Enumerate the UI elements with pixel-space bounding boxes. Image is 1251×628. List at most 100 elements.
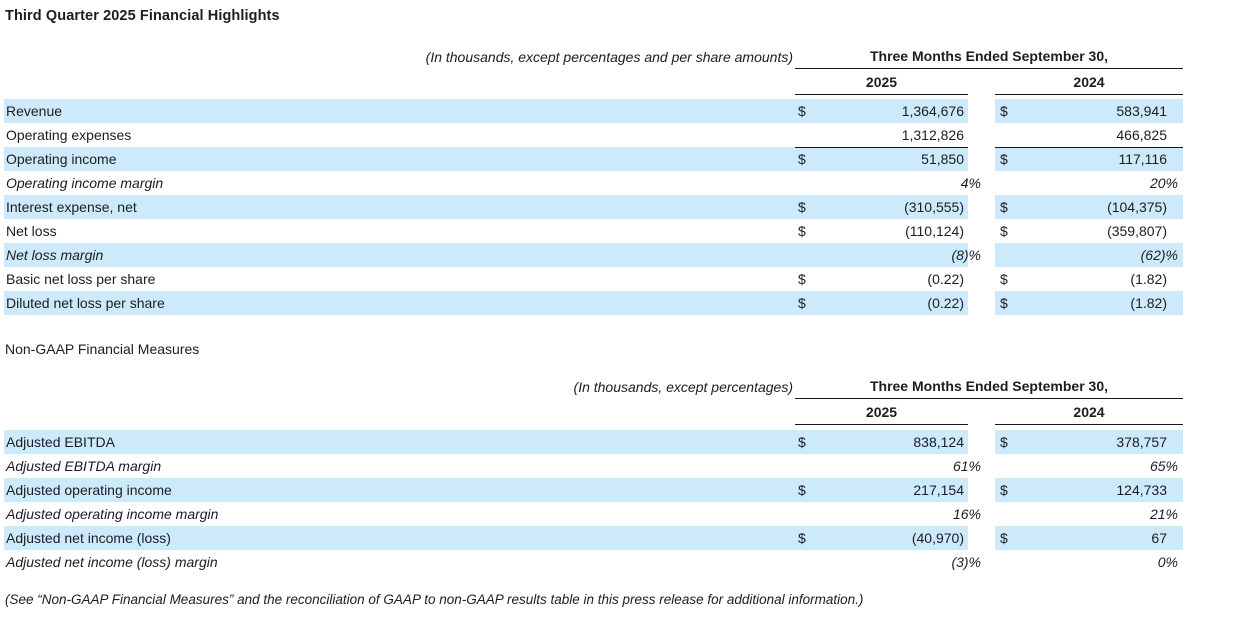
row-label: Adjusted net income (loss) [4, 526, 795, 550]
year-column-2025: 2025 [795, 404, 968, 425]
currency-symbol-2024: $ [1000, 482, 1008, 498]
page-title: Third Quarter 2025 Financial Highlights [5, 8, 280, 24]
value-2025: (310,555) [904, 199, 964, 215]
table-row: Interest expense, net $ (310,555) $ (104… [4, 195, 1183, 219]
year-column-2024: 2024 [995, 404, 1183, 425]
row-label: Interest expense, net [4, 195, 795, 219]
table-row: Adjusted net income (loss) margin (3)% 0… [4, 550, 1183, 574]
non-gaap-table: (In thousands, except percentages) Three… [4, 372, 1183, 574]
non-gaap-footnote: (See “Non-GAAP Financial Measures” and t… [5, 592, 864, 607]
currency-symbol-2025: $ [798, 103, 806, 119]
column-gap [968, 267, 995, 291]
row-label: Adjusted operating income [4, 478, 795, 502]
value-2024: (104,375) [1107, 199, 1167, 215]
value-2024: 20% [1149, 175, 1178, 191]
value-2024: 378,757 [1116, 434, 1167, 450]
column-gap [968, 195, 995, 219]
value-cell-2024: (62)% [995, 243, 1183, 267]
gaap-highlights-table: (In thousands, except percentages and pe… [4, 42, 1183, 315]
value-2025: 1,312,826 [901, 127, 964, 143]
value-2024: (1.82) [1130, 295, 1167, 311]
currency-symbol-2024: $ [1000, 223, 1008, 239]
year-column-2024: 2024 [995, 74, 1183, 95]
table-row: Adjusted net income (loss) $ (40,970) $ … [4, 526, 1183, 550]
column-gap [968, 454, 995, 478]
row-label: Diluted net loss per share [4, 291, 795, 315]
column-gap [968, 526, 995, 550]
row-label: Adjusted EBITDA [4, 430, 795, 454]
table-body: Adjusted EBITDA $ 838,124 $ 378,757 Adju… [4, 430, 1183, 574]
value-2025: (0.22) [927, 271, 964, 287]
table-row: Operating income margin 4% 20% [4, 171, 1183, 195]
value-cell-2024: 65% [995, 454, 1183, 478]
value-cell-2024: $ 117,116 [995, 147, 1183, 171]
row-label: Net loss [6, 223, 57, 239]
value-cell-2024: 20% [995, 171, 1183, 195]
value-2025: 1,364,676 [901, 103, 964, 119]
value-2024: 65% [1149, 458, 1178, 474]
value-2024: 117,116 [1118, 151, 1167, 167]
row-label: Net loss margin [4, 243, 795, 267]
column-gap [968, 478, 995, 502]
units-note: (In thousands, except percentages and pe… [425, 49, 793, 65]
currency-symbol-2024: $ [1000, 199, 1008, 215]
value-2024: 124,733 [1116, 482, 1167, 498]
value-cell-2025: 4% [795, 171, 981, 195]
value-cell-2024: $ 378,757 [995, 430, 1183, 454]
value-2024: 466,825 [1116, 127, 1167, 143]
column-gap [968, 99, 995, 123]
value-cell-2024: $ (1.82) [995, 291, 1183, 315]
table-row: Revenue $ 1,364,676 $ 583,941 [4, 99, 1183, 123]
value-2024: 583,941 [1116, 103, 1167, 119]
currency-symbol-2025: $ [798, 295, 806, 311]
table-row: Operating expenses 1,312,826 466,825 [4, 123, 1183, 147]
value-cell-2024: $ (104,375) [995, 195, 1183, 219]
row-label: Revenue [4, 99, 795, 123]
year-column-2025: 2025 [795, 74, 968, 95]
row-label: Operating income margin [6, 175, 164, 191]
currency-symbol-2024: $ [1000, 151, 1008, 167]
value-cell-2025: 16% [795, 502, 981, 526]
value-2024: (359,807) [1107, 223, 1167, 239]
value-cell-2025: (8)% [795, 243, 981, 267]
value-cell-2024: 466,825 [995, 123, 1183, 147]
column-gap [968, 123, 995, 147]
value-cell-2025: (3)% [795, 550, 981, 574]
value-2025: 61% [952, 458, 981, 474]
currency-symbol-2025: $ [798, 271, 806, 287]
value-cell-2025: $ 1,364,676 [795, 99, 968, 123]
column-gap [968, 502, 995, 526]
value-2025: (110,124) [905, 223, 964, 239]
currency-symbol-2024: $ [1000, 271, 1008, 287]
value-2025: 217,154 [913, 482, 964, 498]
value-cell-2025: $ (40,970) [795, 526, 968, 550]
column-gap [968, 243, 995, 267]
row-label: Adjusted EBITDA margin [6, 458, 162, 474]
value-2025: (40,970) [911, 530, 964, 546]
value-cell-2024: $ 67 [995, 526, 1183, 550]
value-2025: 838,124 [913, 434, 964, 450]
row-label: Adjusted operating income margin [6, 506, 219, 522]
table-row: Operating income $ 51,850 $ 117,116 [4, 147, 1183, 171]
currency-symbol-2024: $ [1000, 295, 1008, 311]
table-row: Net loss $ (110,124) $ (359,807) [4, 219, 1183, 243]
period-header: Three Months Ended September 30, [795, 48, 1183, 69]
table-header-row: (In thousands, except percentages and pe… [4, 42, 1183, 69]
value-2024: 0% [1157, 554, 1178, 570]
period-header: Three Months Ended September 30, [795, 378, 1183, 399]
currency-symbol-2025: $ [798, 482, 806, 498]
value-cell-2025: $ (0.22) [795, 267, 968, 291]
value-2025: (3)% [951, 554, 981, 570]
currency-symbol-2025: $ [798, 434, 806, 450]
row-label: Operating expenses [6, 127, 132, 143]
currency-symbol-2024: $ [1000, 530, 1008, 546]
currency-symbol-2024: $ [1000, 434, 1008, 450]
value-2025: 51,850 [921, 151, 964, 167]
table-row: Diluted net loss per share $ (0.22) $ (1… [4, 291, 1183, 315]
value-cell-2024: 0% [995, 550, 1183, 574]
column-gap [968, 550, 995, 574]
units-note: (In thousands, except percentages) [573, 379, 793, 395]
value-cell-2025: $ (110,124) [795, 219, 968, 243]
value-2025: 4% [960, 175, 981, 191]
